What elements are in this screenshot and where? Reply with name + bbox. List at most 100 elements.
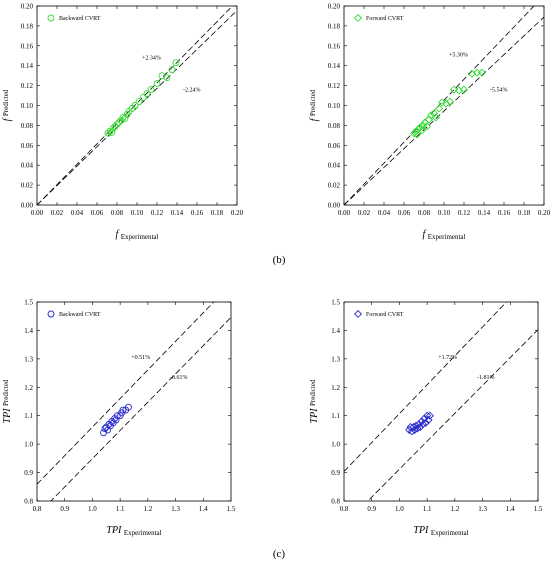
x-tick-label: 0.18 <box>211 209 224 217</box>
bound-line <box>344 6 535 205</box>
panel-label-c: (c) <box>273 548 286 560</box>
y-tick-label: 0.8 <box>331 498 340 506</box>
y-tick-label: 0.9 <box>331 469 340 477</box>
bound-annotation: +2.34% <box>142 56 161 62</box>
data-point <box>172 59 180 67</box>
bound-annotation: -0.61% <box>170 375 188 381</box>
x-tick-label: 0.8 <box>340 505 349 513</box>
bound-line <box>37 6 233 205</box>
bound-lines <box>37 302 231 501</box>
legend-label: Forward CVRT <box>366 16 404 22</box>
data-point <box>441 99 451 108</box>
legend-label: Forward CVRT <box>366 312 404 318</box>
legend-label: Backward CVRT <box>59 16 101 22</box>
data-point <box>417 126 427 135</box>
bound-annotation: -5.54% <box>490 88 508 94</box>
bound-line <box>344 302 508 472</box>
x-tick-label: 0.18 <box>518 209 531 217</box>
x-tick-label: 0.06 <box>398 209 411 217</box>
x-tick-label: 0.10 <box>438 209 451 217</box>
data-point <box>426 111 436 120</box>
y-tick-label: 0.08 <box>21 122 34 130</box>
x-axis-label: f Experimental <box>423 229 466 241</box>
y-tick-label: 0.14 <box>328 62 341 70</box>
bound-line <box>344 16 544 205</box>
data-point <box>423 411 432 420</box>
x-tick-label: 1.3 <box>171 505 180 513</box>
data-point <box>416 423 425 432</box>
legend-marker <box>47 14 55 22</box>
chart-c-backward: 0.8 0.9 1.0 1.1 1.2 1.3 1.4 1.5 0.8 0.9 1.0 1.1 1.2 1… <box>2 299 236 538</box>
bound-annotation: +0.51% <box>131 355 150 361</box>
y-axis-label: f Predicted <box>309 89 320 121</box>
y-tick-label: 1.4 <box>331 327 340 335</box>
y-tick-label: 0.18 <box>328 22 341 30</box>
plot-frame <box>343 301 539 502</box>
bound-annotation: +5.30% <box>449 53 468 59</box>
legend-marker <box>353 13 363 23</box>
y-axis-label: TPI Predicted <box>309 379 320 423</box>
panel-label-b: (b) <box>273 254 286 266</box>
x-tick-label: 0.02 <box>51 209 64 217</box>
bound-line <box>50 317 231 501</box>
x-tick-label: 1.2 <box>450 505 459 513</box>
data-point <box>119 406 127 414</box>
data-point <box>434 104 444 113</box>
data-point <box>163 74 171 82</box>
data-point <box>112 416 120 424</box>
data-point <box>415 123 425 132</box>
y-axis-label: f Predicted <box>2 89 13 121</box>
y-tick-label: 1.2 <box>331 384 340 392</box>
x-tick-label: 0.14 <box>478 209 491 217</box>
y-tick-label: 0.20 <box>21 3 34 11</box>
data-point <box>115 118 123 126</box>
x-tick-label: 0.16 <box>191 209 204 217</box>
y-tick-label: 0.18 <box>21 22 34 30</box>
data-point <box>417 417 426 426</box>
y-tick-label: 0.9 <box>24 469 33 477</box>
data-point <box>104 129 112 137</box>
data-point <box>445 97 455 106</box>
data-point <box>429 109 439 118</box>
x-tick-label: 1.2 <box>143 505 152 513</box>
x-tick-label: 1.3 <box>478 505 487 513</box>
x-tick-label: 0.9 <box>367 505 376 513</box>
y-tick-label: 0.04 <box>328 162 341 170</box>
y-tick-label: 1.1 <box>24 412 33 420</box>
y-tick-label: 0.20 <box>328 3 341 11</box>
x-tick-label: 0.06 <box>91 209 104 217</box>
y-tick-label: 0.10 <box>328 102 341 110</box>
x-tick-label: 0.12 <box>458 209 471 217</box>
x-tick-label: 0.16 <box>498 209 511 217</box>
y-tick-label: 1.5 <box>24 299 33 307</box>
data-point <box>109 124 117 132</box>
y-tick-label: 0.16 <box>328 42 341 50</box>
y-tick-label: 0.00 <box>328 202 341 210</box>
data-point <box>131 102 139 109</box>
data-point <box>420 414 429 423</box>
y-tick-label: 1.5 <box>331 299 340 307</box>
bound-line <box>37 302 215 485</box>
y-tick-label: 0.08 <box>328 122 341 130</box>
x-tick-label: 1.4 <box>199 505 208 513</box>
x-tick-label: 1.1 <box>423 505 432 513</box>
data-point <box>412 421 421 430</box>
data-point <box>108 128 116 136</box>
y-tick-label: 1.3 <box>331 355 340 363</box>
x-tick-label: 0.20 <box>231 209 244 217</box>
data-point <box>153 80 161 88</box>
x-tick-label: 0.00 <box>31 209 44 217</box>
y-tick-label: 0.12 <box>21 82 34 90</box>
x-tick-label: 0.04 <box>378 209 391 217</box>
bound-lines <box>344 302 538 501</box>
data-point <box>422 122 432 131</box>
legend-marker <box>353 309 363 319</box>
y-tick-label: 0.00 <box>21 202 34 210</box>
data-point <box>143 90 151 98</box>
y-tick-label: 0.06 <box>21 142 34 150</box>
y-tick-label: 0.02 <box>328 182 341 190</box>
x-axis-label: TPI Experimental <box>413 525 468 537</box>
y-tick-label: 0.06 <box>328 142 341 150</box>
y-tick-label: 0.12 <box>328 82 341 90</box>
data-point <box>431 113 441 122</box>
